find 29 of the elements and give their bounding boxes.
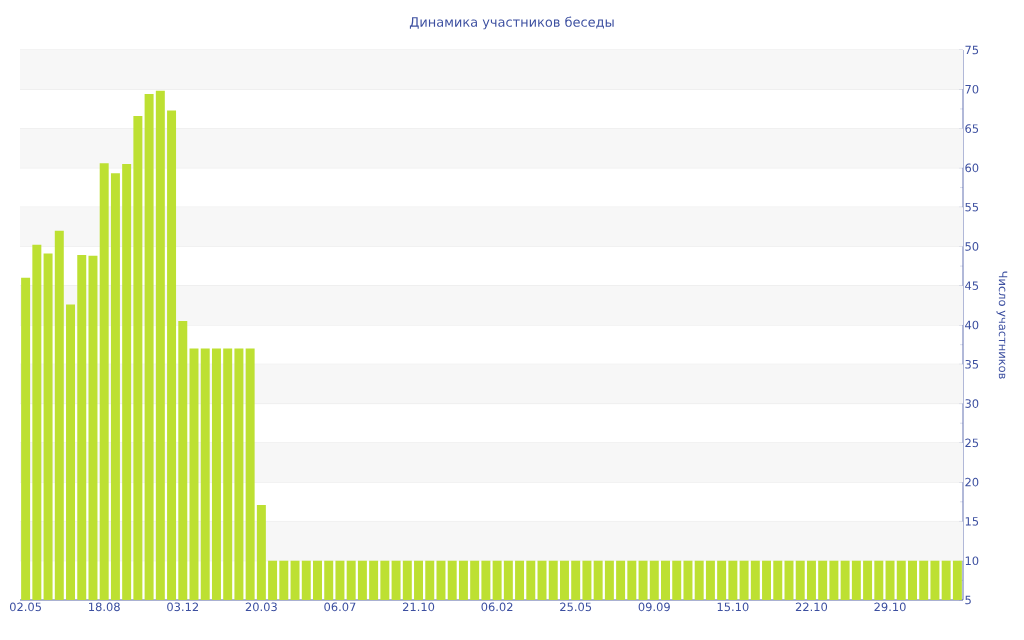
x-tick-label: 29.10 xyxy=(874,602,906,612)
y-tick-label: 75 xyxy=(965,45,979,55)
x-tick-label: 21.10 xyxy=(402,602,435,612)
y-tick-label: 45 xyxy=(965,281,979,290)
y-tick-label: 65 xyxy=(965,124,979,133)
x-tick-label: 22.10 xyxy=(795,602,828,612)
y-tick-label: 5 xyxy=(965,595,971,605)
y-tick-label: 20 xyxy=(965,477,979,487)
x-tick-label: 02.05 xyxy=(9,602,41,612)
chart-title: Динамика участников беседы xyxy=(409,16,614,30)
y-tick-label: 15 xyxy=(965,517,979,526)
y-tick-label: 30 xyxy=(965,399,979,408)
y-tick-label: 35 xyxy=(965,359,979,369)
x-tick-label: 06.02 xyxy=(481,602,513,612)
x-tick-label: 15.10 xyxy=(717,602,749,612)
x-tick-label: 03.12 xyxy=(167,602,199,612)
y-tick-label: 70 xyxy=(965,84,979,94)
y-tick-label: 25 xyxy=(965,438,979,448)
x-tick-label: 06.07 xyxy=(324,602,356,612)
y-axis-title: Число участников xyxy=(996,271,1008,379)
y-tick-label: 40 xyxy=(965,320,979,330)
x-tick-label: 20.03 xyxy=(245,602,277,612)
y-tick-label: 55 xyxy=(965,202,979,212)
y-tick-label: 50 xyxy=(965,242,979,251)
x-tick-label: 09.09 xyxy=(638,602,670,612)
y-tick-label: 10 xyxy=(965,556,979,566)
y-tick-label: 60 xyxy=(965,163,979,173)
x-tick-label: 18.08 xyxy=(89,602,120,612)
x-tick-label: 25.05 xyxy=(560,602,592,612)
